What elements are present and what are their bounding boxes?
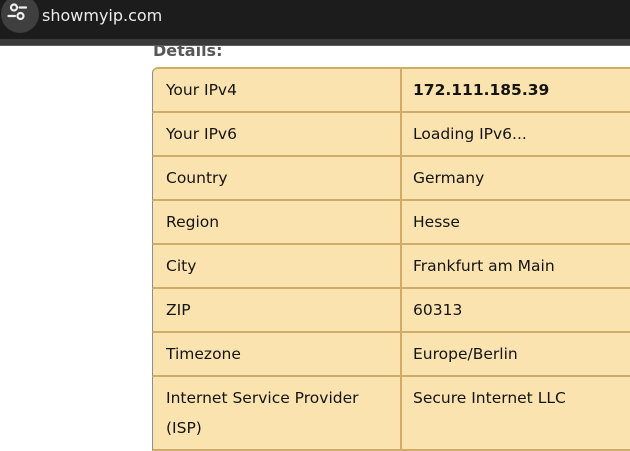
table-row-isp: Internet Service Provider (ISP) Secure I… xyxy=(152,377,630,451)
isp-value: Secure Internet LLC xyxy=(402,377,630,451)
city-value: Frankfurt am Main xyxy=(402,245,630,289)
row-label-cell: Your IPv6 xyxy=(152,113,402,157)
zip-value: 60313 xyxy=(402,289,630,333)
row-label-cell: Internet Service Provider (ISP) xyxy=(152,377,402,451)
ip-details-table: Your IPv4 172.111.185.39 Your IPv6 Loadi… xyxy=(152,67,630,451)
site-settings-button[interactable] xyxy=(1,0,39,33)
table-row-ipv6: Your IPv6 Loading IPv6... xyxy=(152,113,630,157)
row-label-cell: Timezone xyxy=(152,333,402,377)
table-row-zip: ZIP 60313 xyxy=(152,289,630,333)
ipv6-value: Loading IPv6... xyxy=(402,113,630,157)
row-label-cell: Country xyxy=(152,157,402,201)
row-label-cell: Your IPv4 xyxy=(152,67,402,113)
table-row-region: Region Hesse xyxy=(152,201,630,245)
table-row-ipv4: Your IPv4 172.111.185.39 xyxy=(152,67,630,113)
country-value: Germany xyxy=(402,157,630,201)
ipv4-value: 172.111.185.39 xyxy=(402,67,630,113)
browser-toolbar: showmyip.com xyxy=(0,0,630,46)
timezone-value: Europe/Berlin xyxy=(402,333,630,377)
url-text[interactable]: showmyip.com xyxy=(42,6,163,25)
row-label-cell: ZIP xyxy=(152,289,402,333)
region-value: Hesse xyxy=(402,201,630,245)
row-label-cell: City xyxy=(152,245,402,289)
row-label-cell: Region xyxy=(152,201,402,245)
address-bar[interactable] xyxy=(0,0,630,39)
table-row-country: Country Germany xyxy=(152,157,630,201)
table-row-city: City Frankfurt am Main xyxy=(152,245,630,289)
table-row-timezone: Timezone Europe/Berlin xyxy=(152,333,630,377)
